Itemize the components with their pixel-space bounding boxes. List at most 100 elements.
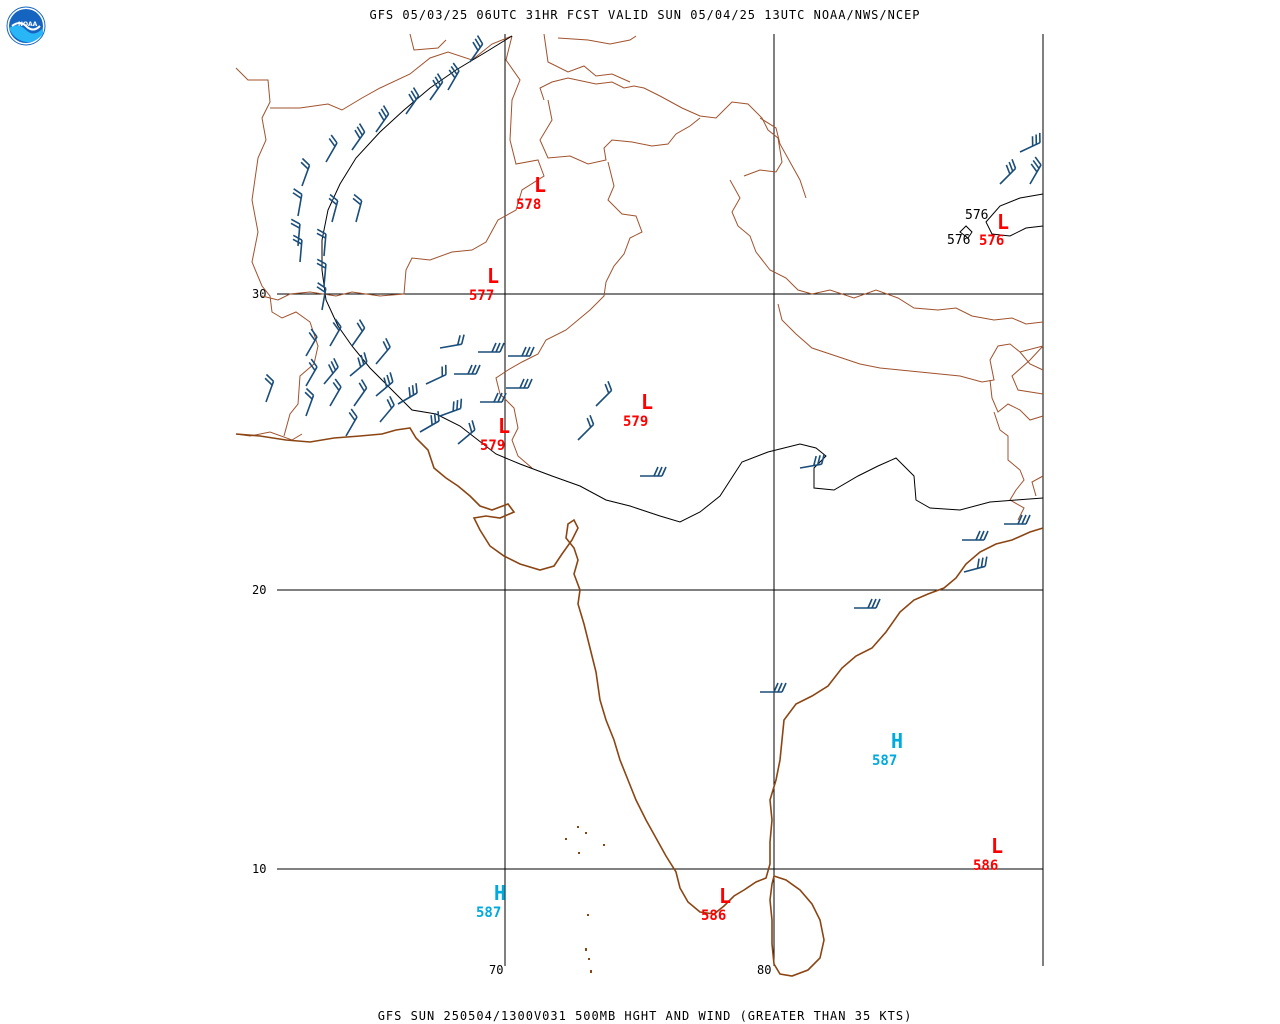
contour-576-loop xyxy=(959,225,973,239)
wind-barb-icon xyxy=(854,598,881,609)
border-tajik xyxy=(409,33,631,83)
wind-barb-icon xyxy=(429,73,444,101)
height-contours xyxy=(321,35,1044,523)
wind-barb-icon xyxy=(325,134,338,163)
wind-barb-icon xyxy=(292,188,303,217)
low-value: 578 xyxy=(516,197,541,213)
wind-barb-icon xyxy=(1029,156,1042,185)
border-afghan-pak xyxy=(261,35,545,301)
wind-barb-icon xyxy=(323,357,339,385)
wind-barb-icon xyxy=(640,466,667,477)
wind-barb-icon xyxy=(447,62,460,91)
wind-barb-icon xyxy=(425,364,447,385)
coastline xyxy=(235,427,1044,977)
wind-barb-icon xyxy=(962,530,989,541)
wind-barb-icon xyxy=(999,158,1017,185)
political-borders xyxy=(235,33,1044,521)
lat-label-30: 30 xyxy=(252,287,266,301)
map-caption: GFS SUN 250504/1300V031 500MB HGHT AND W… xyxy=(377,1009,913,1023)
lon-label-70: 70 xyxy=(489,963,503,977)
low-value: 577 xyxy=(469,288,494,304)
border-china-pak xyxy=(539,77,783,177)
low-value: 579 xyxy=(480,438,505,454)
wind-barb-icon xyxy=(292,234,303,263)
wind-barb-icon xyxy=(397,383,418,405)
low-value: 586 xyxy=(701,908,726,924)
border-tibet xyxy=(759,117,807,199)
high-symbol: H xyxy=(494,881,506,905)
wind-barb-icon xyxy=(329,318,342,347)
wind-barb-icon xyxy=(304,387,315,417)
wind-barb-icon xyxy=(328,193,339,223)
wind-barb-icon xyxy=(469,35,484,63)
wind-barb-icon xyxy=(375,105,390,133)
wind-barb-icon xyxy=(595,380,613,407)
wind-barb-icon xyxy=(352,193,363,223)
low-symbol: L xyxy=(498,414,510,438)
wind-barb-icon xyxy=(508,346,535,357)
contour-576-east xyxy=(985,193,1044,237)
low-symbol: L xyxy=(641,390,653,414)
wind-barb-icon xyxy=(345,408,358,437)
wind-barb-icon xyxy=(375,372,394,397)
low-value: 586 xyxy=(973,858,998,874)
wind-barb-icon xyxy=(300,157,311,187)
wind-barb-icon xyxy=(506,378,533,389)
wind-barb-icon xyxy=(454,364,481,375)
logo-text: NOAA xyxy=(18,21,38,28)
wind-barb-icon xyxy=(419,411,440,433)
wind-barb-icon xyxy=(1004,514,1031,525)
wind-barb-icon xyxy=(351,123,366,151)
contour-576-west xyxy=(321,35,1044,523)
wind-barb-icon xyxy=(379,395,395,423)
low-symbol: L xyxy=(719,884,731,908)
lat-label-10: 10 xyxy=(252,862,266,876)
map-title: GFS 05/03/25 06UTC 31HR FCST VALID SUN 0… xyxy=(369,8,921,22)
wind-barb-icon xyxy=(963,556,988,573)
wind-barb-icon xyxy=(316,228,327,257)
wind-barb-icon xyxy=(351,319,366,347)
wind-barb-icon xyxy=(439,334,465,349)
wind-barb-icon xyxy=(577,414,595,441)
border-nepal xyxy=(777,303,1044,383)
coast-sri-lanka xyxy=(769,874,825,977)
wind-barb-icon xyxy=(305,358,318,387)
wind-barbs xyxy=(264,35,1042,693)
high-value: 587 xyxy=(476,905,501,921)
wind-barb-icon xyxy=(316,258,327,287)
border-china-north xyxy=(557,35,637,45)
wind-barb-icon xyxy=(760,682,787,693)
low-symbol: L xyxy=(997,210,1009,234)
high-symbol: H xyxy=(891,729,903,753)
lon-label-80: 80 xyxy=(757,963,771,977)
wind-barb-icon xyxy=(329,378,342,407)
wind-barb-icon xyxy=(405,87,420,115)
contour-label-576-a: 576 xyxy=(965,208,988,223)
low-symbol: L xyxy=(487,264,499,288)
border-pak-iran-south xyxy=(235,431,303,441)
pressure-centers: L 578 L 577 L 579 L 579 L 576 H 587 L 58… xyxy=(469,173,1009,924)
border-kashmir xyxy=(539,99,701,165)
wind-barb-icon xyxy=(353,379,368,407)
wind-barb-icon xyxy=(264,373,275,403)
lat-label-20: 20 xyxy=(252,583,266,597)
wind-barb-icon xyxy=(478,342,505,353)
wind-barb-icon xyxy=(316,282,327,311)
wind-barb-icon xyxy=(305,328,318,357)
border-iran-afghanistan xyxy=(235,67,319,437)
wind-barb-icon xyxy=(439,398,463,417)
contour-label-576-b: 576 xyxy=(947,233,970,248)
islands xyxy=(565,826,605,973)
coast-arabian-sea xyxy=(235,427,1044,915)
wind-barb-icon xyxy=(349,352,368,377)
wind-barb-icon xyxy=(1019,132,1041,153)
border-china-east xyxy=(1011,345,1044,395)
lat-lon-grid xyxy=(277,34,1044,966)
wind-barb-icon xyxy=(457,420,476,445)
low-value: 576 xyxy=(979,233,1004,249)
low-symbol: L xyxy=(534,173,546,197)
low-value: 579 xyxy=(623,414,648,430)
low-symbol: L xyxy=(991,834,1003,858)
wind-barb-icon xyxy=(375,337,391,365)
